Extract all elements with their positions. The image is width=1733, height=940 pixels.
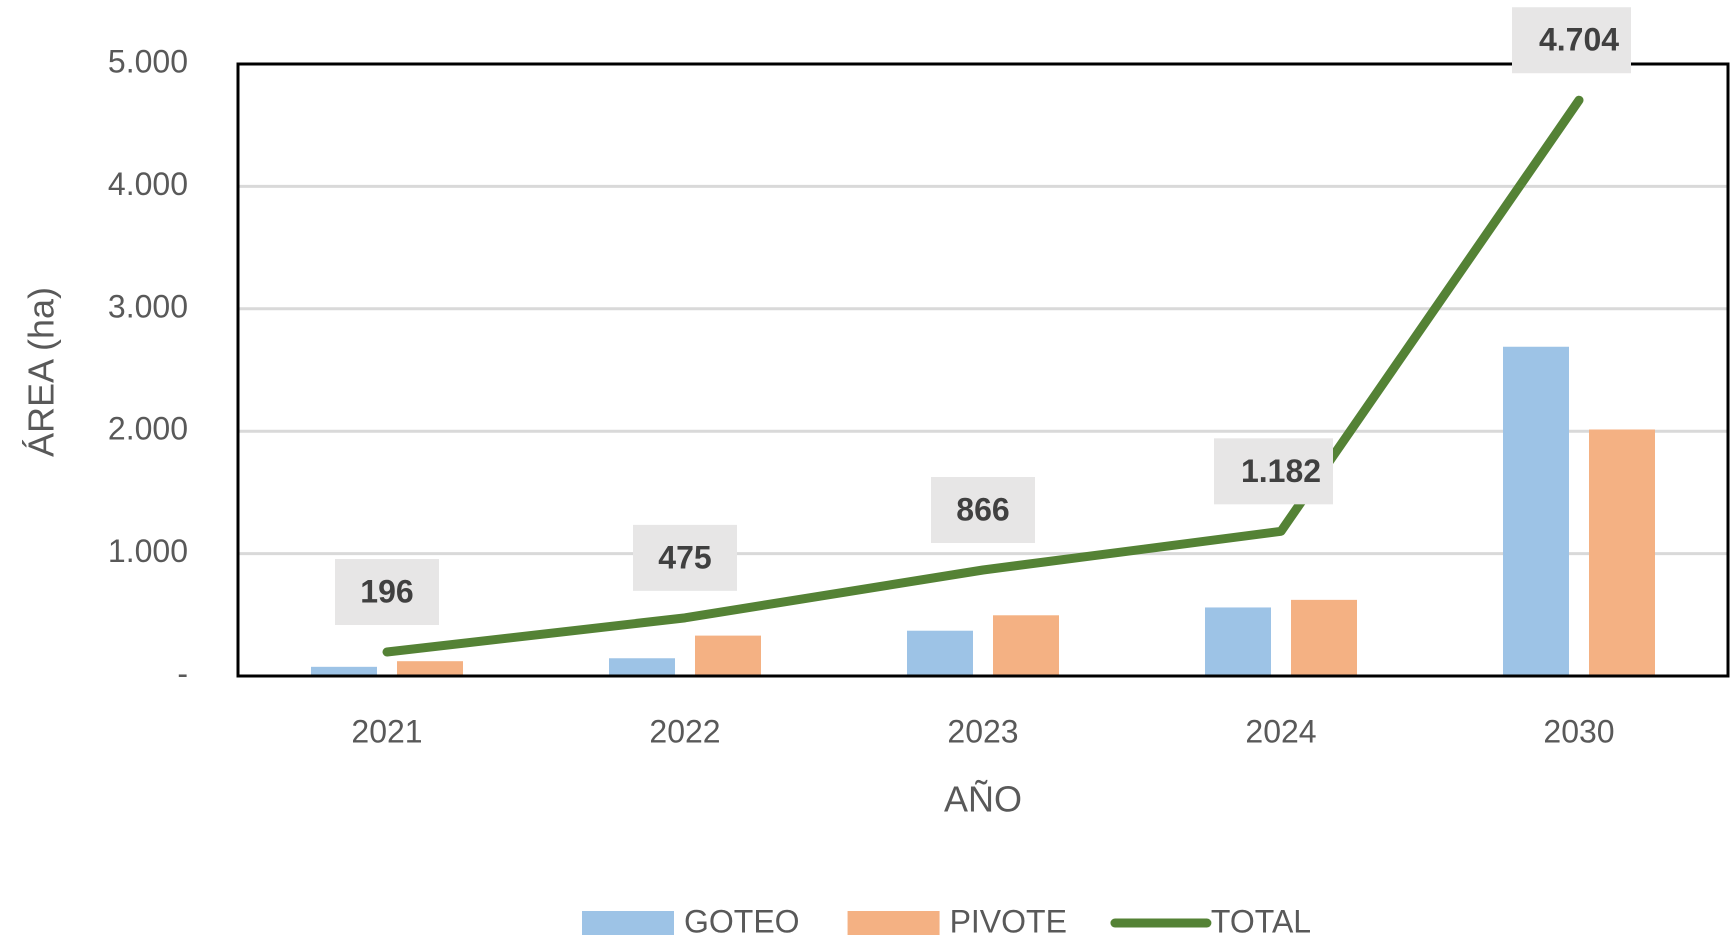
y-axis-title: ÁREA (ha) <box>21 287 62 457</box>
legend-label: PIVOTE <box>950 903 1067 939</box>
bar <box>1205 607 1271 676</box>
y-tick-label: 5.000 <box>108 43 188 79</box>
x-tick-label: 2021 <box>351 713 422 749</box>
legend-swatch <box>582 911 674 935</box>
y-tick-label: - <box>177 655 188 691</box>
data-label: 196 <box>360 573 413 609</box>
bar <box>993 615 1059 676</box>
bar <box>1503 346 1569 676</box>
x-tick-label: 2024 <box>1245 713 1316 749</box>
x-axis-title: AÑO <box>944 779 1022 820</box>
data-label: 866 <box>956 491 1009 527</box>
legend-swatch <box>847 911 940 935</box>
data-label-box <box>1214 438 1333 505</box>
line <box>382 95 1584 657</box>
bar <box>1291 599 1357 676</box>
plot-frame <box>236 62 1730 678</box>
y-tick-label: 4.000 <box>108 166 188 202</box>
bar <box>695 635 761 676</box>
data-label: 1.182 <box>1241 453 1321 489</box>
x-tick-label: 2022 <box>649 713 720 749</box>
data-label-box <box>633 524 737 591</box>
y-tick-label: 3.000 <box>108 288 188 324</box>
data-label-box <box>335 559 439 626</box>
legend-label: GOTEO <box>684 903 800 939</box>
bar <box>1589 429 1655 676</box>
data-label-box <box>931 477 1035 544</box>
legend-label: TOTAL <box>1211 903 1311 939</box>
data-label: 475 <box>658 539 711 575</box>
x-tick-label: 2023 <box>947 713 1018 749</box>
bar <box>397 661 463 676</box>
x-tick-label: 2030 <box>1543 713 1614 749</box>
data-label-box <box>1512 7 1631 74</box>
y-tick-label: 2.000 <box>108 411 188 447</box>
y-tick-label: 1.000 <box>108 533 188 569</box>
bar <box>609 658 675 676</box>
bar <box>311 666 377 676</box>
data-label: 4.704 <box>1539 22 1619 58</box>
bar <box>907 630 973 676</box>
